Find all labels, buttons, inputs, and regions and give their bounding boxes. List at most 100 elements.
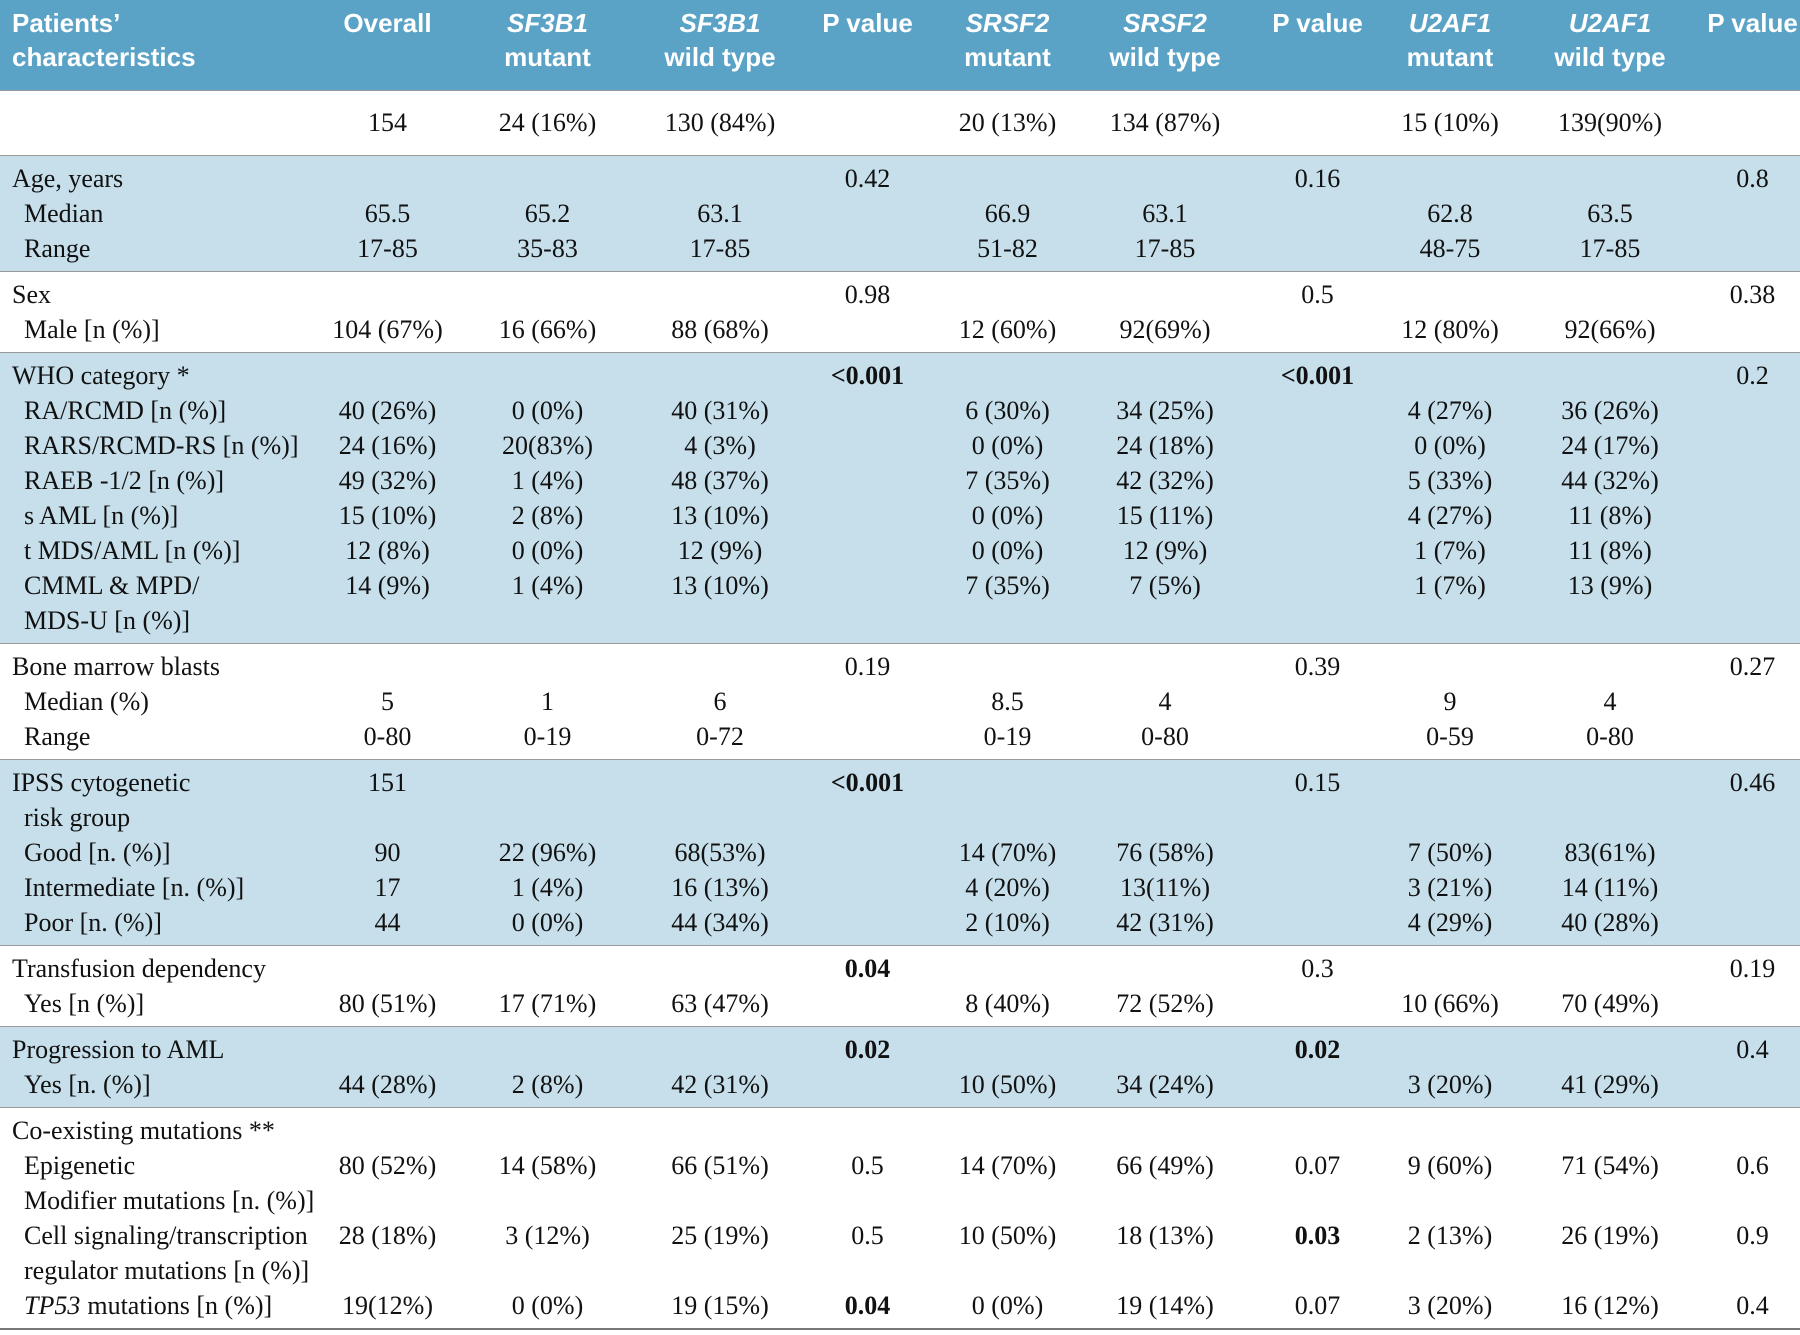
cell-text: 20 (13%) [958, 108, 1057, 137]
cell-text: 2 (10%) [965, 907, 1050, 937]
value-cell: 0 (0%) [935, 498, 1080, 533]
value-cell [800, 1108, 935, 1149]
cell-text: 3 (12%) [505, 1220, 590, 1250]
cell-text: 2 (8%) [511, 500, 584, 530]
value-cell [1705, 393, 1800, 428]
value-cell: 0.5 [800, 1148, 935, 1183]
value-cell [640, 644, 800, 685]
cell-text: 68(53%) [674, 837, 766, 867]
value-cell: 0 (0%) [935, 533, 1080, 568]
value-cell [1705, 684, 1800, 719]
value-cell [1250, 231, 1385, 272]
cell-text: 6 [713, 686, 727, 716]
value-cell: 17-85 [1515, 231, 1705, 272]
value-cell: 16 (12%) [1515, 1288, 1705, 1329]
value-cell [455, 352, 640, 393]
value-cell [1080, 272, 1250, 313]
value-cell [935, 1253, 1080, 1288]
value-cell: 9 (60%) [1385, 1148, 1515, 1183]
cell-text: 48-75 [1419, 233, 1481, 263]
value-cell [1080, 800, 1250, 835]
header-cell: P value [1250, 0, 1385, 91]
value-cell: 0-59 [1385, 719, 1515, 760]
value-cell: 0.42 [800, 155, 935, 196]
cell-text: 65.2 [524, 198, 571, 228]
value-cell [935, 800, 1080, 835]
value-cell [1250, 603, 1385, 644]
value-cell [1250, 91, 1385, 156]
row-label: Co-existing mutations ** [0, 1108, 320, 1149]
label-text: Yes [n (%)] [24, 988, 145, 1018]
value-cell [1080, 155, 1250, 196]
cell-text: 71 (54%) [1561, 1150, 1659, 1180]
value-cell [800, 231, 935, 272]
cell-text: 4 (20%) [965, 872, 1050, 902]
value-cell: 0 (0%) [1385, 428, 1515, 463]
value-cell: 8.5 [935, 684, 1080, 719]
value-cell: 15 (11%) [1080, 498, 1250, 533]
value-cell [1250, 1253, 1385, 1288]
cell-text: 0.9 [1736, 1220, 1769, 1250]
label-text: CMML & MPD/ [24, 570, 200, 600]
cell-text: 36 (26%) [1561, 395, 1659, 425]
row-label: WHO category * [0, 352, 320, 393]
value-cell [1250, 568, 1385, 603]
value-cell [1705, 312, 1800, 353]
cell-text: 2 (8%) [511, 1069, 584, 1099]
value-cell: 1 (4%) [455, 463, 640, 498]
value-cell: 6 (30%) [935, 393, 1080, 428]
value-cell [455, 1183, 640, 1218]
value-cell: 0 (0%) [935, 1288, 1080, 1329]
section: Bone marrow blasts 0.19 0.39 0.27 Median (%)… [0, 643, 1800, 760]
cell-text: 16 (12%) [1561, 1290, 1659, 1320]
cell-text: 0.07 [1294, 1290, 1341, 1320]
label-text: s AML [n (%)] [24, 500, 179, 530]
value-cell [1515, 155, 1705, 196]
row-label: Bone marrow blasts [0, 644, 320, 685]
value-cell [1250, 684, 1385, 719]
value-cell: 90 [320, 835, 455, 870]
value-cell [800, 800, 935, 835]
value-cell: 24 (16%) [455, 91, 640, 156]
value-cell [320, 352, 455, 393]
value-cell: 12 (60%) [935, 312, 1080, 353]
cell-text: 0.2 [1736, 360, 1769, 390]
value-cell: 14 (70%) [935, 835, 1080, 870]
table-row: Intermediate [n. (%)] 17 1 (4%) 16 (13%) 4 (… [0, 870, 1800, 905]
label-text: regulator mutations [n (%)] [24, 1255, 310, 1285]
cell-text: 12 (9%) [1122, 535, 1208, 565]
value-cell: 48-75 [1385, 231, 1515, 272]
value-cell [1385, 1253, 1515, 1288]
value-cell: 0-72 [640, 719, 800, 760]
value-cell [1080, 644, 1250, 685]
table-row: CMML & MPD/14 (9%) 1 (4%) 13 (10%) 7 (35%) 7… [0, 568, 1800, 603]
value-cell [640, 800, 800, 835]
value-cell: 19 (15%) [640, 1288, 800, 1329]
header-cell: P value [800, 0, 935, 91]
cell-text: 24 (16%) [498, 108, 597, 137]
value-cell: 22 (96%) [455, 835, 640, 870]
value-cell [1515, 603, 1705, 644]
cell-text: 24 (16%) [338, 430, 437, 460]
row-label: CMML & MPD/ [0, 568, 320, 603]
cell-text: 63.1 [697, 198, 743, 228]
cell-text: 4 [1158, 686, 1172, 716]
value-cell: 0.5 [800, 1218, 935, 1253]
label-text: TP53 [24, 1290, 81, 1320]
label-text: risk group [24, 802, 131, 832]
value-cell [455, 272, 640, 313]
value-cell: 19 (14%) [1080, 1288, 1250, 1329]
cell-text: 25 (19%) [671, 1220, 769, 1250]
value-cell: 42 (31%) [1080, 905, 1250, 946]
value-cell: 0.07 [1250, 1288, 1385, 1329]
cell-text: 10 (50%) [958, 1069, 1057, 1099]
cell-text: 19 (14%) [1116, 1290, 1214, 1320]
value-cell [800, 91, 935, 156]
row-label: Cell signaling/transcription [0, 1218, 320, 1253]
cell-text: 65.5 [364, 198, 411, 228]
value-cell: 139(90%) [1515, 91, 1705, 156]
value-cell: 0 (0%) [455, 1288, 640, 1329]
value-cell [1385, 1108, 1515, 1149]
cell-text: 7 (35%) [965, 465, 1050, 495]
value-cell [1705, 91, 1800, 156]
